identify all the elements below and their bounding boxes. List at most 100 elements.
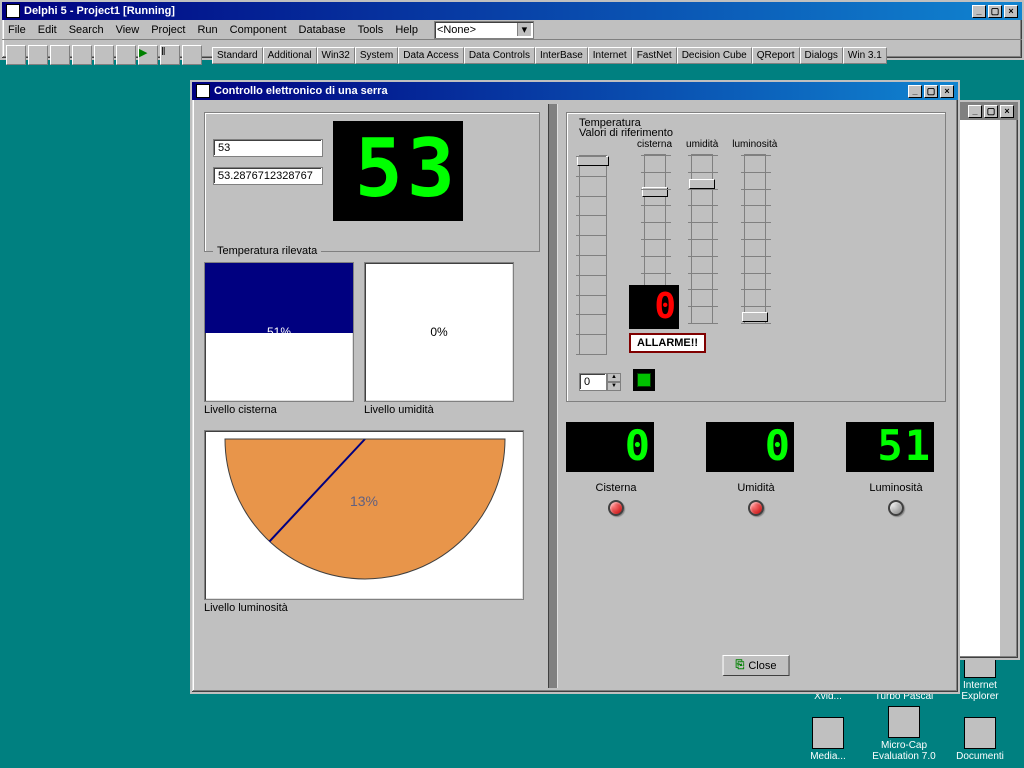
palette-tab[interactable]: Additional <box>263 47 317 64</box>
door-icon: ⎘ <box>736 659 745 672</box>
ide-title: Delphi 5 - Project1 [Running] <box>24 5 175 17</box>
cisterna-display: 0 <box>566 422 654 472</box>
palette-tab[interactable]: Win32 <box>317 47 355 64</box>
palette-tab[interactable]: Standard <box>212 47 263 64</box>
toolbar-button[interactable] <box>72 45 92 65</box>
toolbar-button[interactable] <box>116 45 136 65</box>
minimize-button[interactable]: _ <box>972 5 986 18</box>
palette-tab[interactable]: Win 3.1 <box>843 47 887 64</box>
app-titlebar[interactable]: Controllo elettronico di una serra _ ▢ × <box>192 82 958 100</box>
slider-thumb[interactable] <box>689 179 715 189</box>
scrollbar[interactable] <box>1000 120 1016 656</box>
luminosita-display-value: 51 <box>877 421 932 470</box>
palette-tab[interactable]: Internet <box>588 47 632 64</box>
palette-tab[interactable]: Decision Cube <box>677 47 752 64</box>
palette-tab[interactable]: InterBase <box>535 47 588 64</box>
minimize-button[interactable]: _ <box>968 105 982 118</box>
temp-display-value: 53 <box>355 122 459 215</box>
slider-temperatura-track[interactable] <box>579 155 607 355</box>
temp-display: 53 <box>333 121 463 221</box>
spin-up-icon[interactable]: ▲ <box>607 373 621 382</box>
valori-group: Valori di riferimento Temperatura cister… <box>566 112 946 402</box>
ide-titlebar[interactable]: Delphi 5 - Project1 [Running] _ ▢ × <box>2 2 1022 20</box>
desktop-icon[interactable]: Media... <box>792 717 864 762</box>
palette-tab[interactable]: QReport <box>752 47 800 64</box>
slider-luminosita-track[interactable] <box>744 154 766 324</box>
palette-tab[interactable]: Data Access <box>398 47 464 64</box>
minimize-button[interactable]: _ <box>908 85 922 98</box>
menu-view[interactable]: View <box>110 22 146 38</box>
maximize-button[interactable]: ▢ <box>988 5 1002 18</box>
menu-help[interactable]: Help <box>389 22 424 38</box>
right-pane: Valori di riferimento Temperatura cister… <box>558 104 954 688</box>
umidita-indicator-label: Umidità <box>706 482 806 494</box>
luminosita-label: Livello luminosità <box>204 602 540 614</box>
menu-file[interactable]: File <box>2 22 32 38</box>
spin-down-icon[interactable]: ▼ <box>607 382 621 391</box>
palette-tab[interactable]: FastNet <box>632 47 677 64</box>
run-button[interactable]: ▶ <box>138 45 158 65</box>
chevron-down-icon[interactable]: ▾ <box>517 23 531 36</box>
spin-value: 0 <box>584 376 590 388</box>
menu-tools[interactable]: Tools <box>352 22 390 38</box>
menu-edit[interactable]: Edit <box>32 22 63 38</box>
toolbar-button[interactable] <box>94 45 114 65</box>
delphi-icon <box>6 4 20 18</box>
slider-temperatura-label: Temperatura <box>579 117 641 129</box>
slider-cisterna-label: cisterna <box>637 139 672 150</box>
luminosita-led-icon <box>888 500 904 516</box>
maximize-button[interactable]: ▢ <box>984 105 998 118</box>
app-window: Controllo elettronico di una serra _ ▢ ×… <box>190 80 960 694</box>
temp-edit-1-value: 53 <box>218 142 230 154</box>
luminosita-gauge: 13% <box>204 430 524 600</box>
cisterna-fill <box>205 263 353 333</box>
slider-temperatura[interactable]: Temperatura <box>579 139 607 355</box>
toolbar-button[interactable] <box>28 45 48 65</box>
slider-luminosita[interactable]: luminosità <box>732 139 777 324</box>
palette-tab[interactable]: Dialogs <box>800 47 843 64</box>
umidita-pct: 0% <box>430 325 447 339</box>
slider-thumb[interactable] <box>577 156 609 166</box>
luminosita-indicator-label: Luminosità <box>846 482 946 494</box>
menu-run[interactable]: Run <box>191 22 223 38</box>
temp-edit-1[interactable]: 53 <box>213 139 323 157</box>
desktop-icon[interactable]: Micro-Cap Evaluation 7.0 <box>868 706 940 762</box>
ide-combo-value: <None> <box>437 24 476 36</box>
app-client: 53 53.2876712328767 53 Temperatura rilev… <box>196 104 954 688</box>
left-pane: 53 53.2876712328767 53 Temperatura rilev… <box>196 104 548 688</box>
toolbar-button[interactable] <box>50 45 70 65</box>
cisterna-indicator-label: Cisterna <box>566 482 666 494</box>
luminosita-pct: 13% <box>350 493 378 509</box>
ide-toolbar-row: ▶ ‖ StandardAdditionalWin32SystemData Ac… <box>2 40 1022 70</box>
cisterna-label: Livello cisterna <box>204 404 354 416</box>
close-button[interactable]: × <box>940 85 954 98</box>
close-button[interactable]: ⎘ Close <box>723 655 790 676</box>
desktop-icon[interactable]: Documenti <box>944 717 1016 762</box>
menu-component[interactable]: Component <box>224 22 293 38</box>
maximize-button[interactable]: ▢ <box>924 85 938 98</box>
toolbar-button[interactable] <box>182 45 202 65</box>
umidita-led-icon <box>748 500 764 516</box>
ide-menubar: FileEditSearchViewProjectRunComponentDat… <box>2 20 1022 40</box>
temp-edit-2[interactable]: 53.2876712328767 <box>213 167 323 185</box>
close-button[interactable]: × <box>1004 5 1018 18</box>
palette-tab[interactable]: System <box>355 47 398 64</box>
menu-database[interactable]: Database <box>293 22 352 38</box>
cisterna-display-value: 0 <box>625 421 652 470</box>
temperatura-group: 53 53.2876712328767 53 Temperatura rilev… <box>204 112 540 252</box>
umidita-label: Livello umidità <box>364 404 514 416</box>
luminosita-display: 51 <box>846 422 934 472</box>
menu-search[interactable]: Search <box>63 22 110 38</box>
delphi-ide-window: Delphi 5 - Project1 [Running] _ ▢ × File… <box>0 0 1024 60</box>
pause-button[interactable]: ‖ <box>160 45 180 65</box>
splitter[interactable] <box>548 104 558 688</box>
palette-tab[interactable]: Data Controls <box>464 47 535 64</box>
alarm-display-value: 0 <box>654 286 677 327</box>
temp-group-title: Temperatura rilevata <box>213 245 321 257</box>
menu-project[interactable]: Project <box>145 22 191 38</box>
slider-thumb[interactable] <box>742 312 768 322</box>
toolbar-button[interactable] <box>6 45 26 65</box>
spin-edit[interactable]: 0 ▲ ▼ <box>579 373 621 391</box>
close-button[interactable]: × <box>1000 105 1014 118</box>
ide-combo[interactable]: <None> ▾ <box>434 21 534 39</box>
